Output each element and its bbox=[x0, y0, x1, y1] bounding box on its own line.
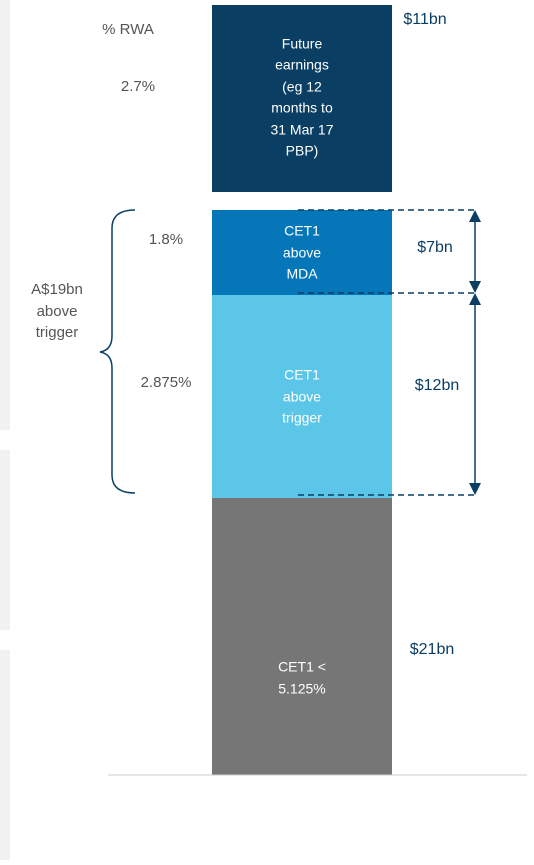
segment-text: earnings bbox=[275, 57, 329, 73]
segment-text: months to bbox=[271, 100, 333, 116]
segment-text: PBP) bbox=[286, 143, 319, 159]
percent: 2.7% bbox=[121, 78, 155, 95]
rwa-header: % RWA bbox=[102, 21, 154, 38]
segment-text: 5.125% bbox=[278, 681, 325, 697]
percent: 1.8% bbox=[149, 231, 183, 248]
segment-above-mda bbox=[212, 210, 392, 295]
segment-future-earnings bbox=[212, 5, 392, 192]
brace bbox=[99, 209, 136, 494]
brace-label: above bbox=[37, 303, 78, 320]
brace-label: A$19bn bbox=[31, 281, 83, 298]
dashed-lines bbox=[298, 209, 478, 496]
segment-below bbox=[212, 498, 392, 775]
arrows bbox=[469, 210, 481, 495]
segment-text: trigger bbox=[282, 410, 322, 426]
side-strip bbox=[0, 450, 10, 630]
side-strip bbox=[0, 650, 10, 860]
segment-text: 31 Mar 17 bbox=[270, 122, 333, 138]
segment-text: Future bbox=[282, 36, 323, 52]
brace-label: trigger bbox=[36, 324, 79, 341]
amount: $7bn bbox=[417, 239, 453, 256]
amount: $12bn bbox=[415, 377, 460, 394]
percent: 2.875% bbox=[141, 374, 192, 391]
amount: $21bn bbox=[410, 641, 455, 658]
segment-above-trigger bbox=[212, 295, 392, 498]
segment-text: MDA bbox=[286, 266, 318, 282]
segment-text: (eg 12 bbox=[282, 79, 322, 95]
segment-text: above bbox=[283, 389, 321, 405]
amount: $11bn bbox=[403, 11, 446, 28]
segment-text: above bbox=[283, 245, 321, 261]
side-strip bbox=[0, 0, 10, 430]
segment-text: CET1 bbox=[284, 223, 320, 239]
segment-text: CET1 bbox=[284, 367, 320, 383]
segment-text: CET1 < bbox=[278, 659, 326, 675]
